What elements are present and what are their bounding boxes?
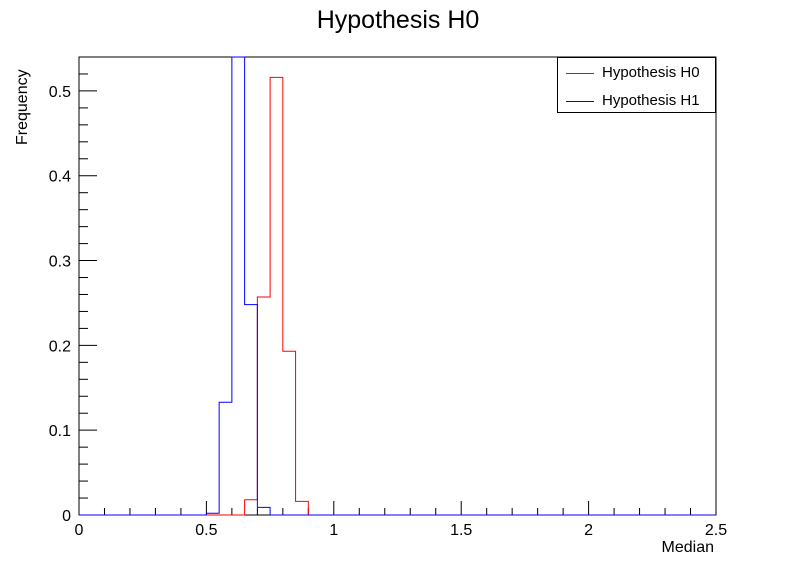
legend-item-h1: Hypothesis H1 <box>564 92 714 112</box>
chart-title: Hypothesis H0 <box>316 6 480 34</box>
series-layer <box>79 56 716 516</box>
legend-swatch-h1 <box>566 101 594 102</box>
series-line-h0 <box>79 76 716 516</box>
legend-item-h0: Hypothesis H0 <box>564 64 714 84</box>
x-tick-label: 0 <box>75 522 84 539</box>
series-line-h1 <box>79 56 716 516</box>
legend: Hypothesis H0 Hypothesis H1 <box>557 57 716 113</box>
y-tick-label: 0.4 <box>49 169 71 186</box>
x-tick-label: 1.5 <box>450 522 472 539</box>
y-tick-label: 0.3 <box>49 254 71 271</box>
legend-label-h0: Hypothesis H0 <box>602 64 700 81</box>
x-axis-ticks: 0 0.5 1 1.5 2 2.5 <box>75 501 727 539</box>
x-tick-label: 2 <box>584 522 593 539</box>
x-tick-label: 1 <box>329 522 338 539</box>
legend-label-h1: Hypothesis H1 <box>602 92 700 109</box>
y-axis-label: Frequency <box>14 69 31 145</box>
y-tick-label: 0.1 <box>49 423 71 440</box>
legend-swatch-h0 <box>566 73 594 74</box>
y-tick-label: 0 <box>62 508 71 525</box>
x-axis-label: Median <box>661 539 714 556</box>
y-axis-ticks: 0 0.1 0.2 0.3 0.4 0.5 <box>49 56 97 525</box>
plot-frame <box>78 56 717 516</box>
y-tick-label: 0.2 <box>49 338 71 355</box>
x-tick-label: 2.5 <box>705 522 727 539</box>
x-tick-label: 0.5 <box>195 522 217 539</box>
y-tick-label: 0.5 <box>49 84 71 101</box>
